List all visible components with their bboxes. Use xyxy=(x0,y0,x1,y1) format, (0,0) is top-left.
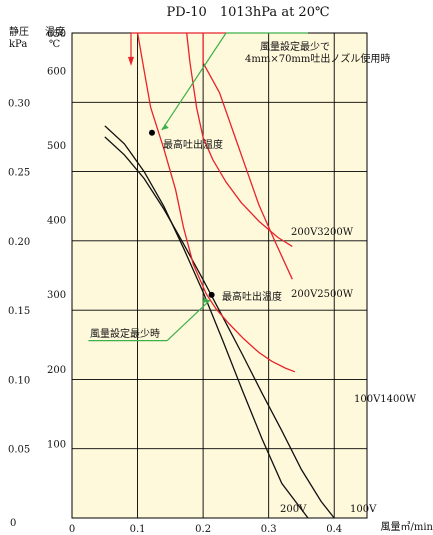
temperature-tick-label: 600 xyxy=(47,66,66,77)
label-group: 風量設定最少で4mm×70mm吐出ノズル使用時最高吐出温度最高吐出温度風量設定最… xyxy=(90,40,417,515)
wind-min-note-line2: 4mm×70mm吐出ノズル使用時 xyxy=(245,52,390,65)
label-200v: 200V xyxy=(280,504,307,515)
max-temp-dot-2 xyxy=(208,291,215,298)
y-left-label-2: kPa xyxy=(9,39,27,50)
overlay-group xyxy=(88,32,308,342)
x-tick-label: 0.2 xyxy=(195,524,211,535)
note-arrowhead-top xyxy=(161,124,169,130)
series-200v2500w xyxy=(186,32,293,247)
label-200v3200w: 200V3200W xyxy=(291,227,354,238)
wind-min-label: 風量設定最少時 xyxy=(90,327,160,340)
tick-group: 0 0.1 0.2 0.3 0.4 0 0.05 0.10 0.15 0.20 0.25 0.30 10… xyxy=(8,29,342,535)
pressure-tick-label: 0.05 xyxy=(8,445,30,456)
temperature-tick-label: 650 xyxy=(47,29,66,40)
max-temp-dot-1 xyxy=(148,129,155,136)
x-tick-label: 0.1 xyxy=(130,524,146,535)
wind-min-note-line1: 風量設定最少で xyxy=(260,40,330,53)
series-200v xyxy=(104,125,309,519)
label-100v1400w: 100V1400W xyxy=(354,394,417,405)
x-axis-label: 風量㎥/min xyxy=(381,520,433,533)
label-200v2500w: 200V2500W xyxy=(291,289,354,300)
plot-area xyxy=(71,32,368,519)
y-right-label-2: ℃ xyxy=(49,39,60,50)
x-tick-label: 0.3 xyxy=(261,524,277,535)
temperature-tick-label: 100 xyxy=(47,439,66,450)
max-temp-label-lower: 最高吐出温度 xyxy=(222,290,282,303)
label-100v: 100V xyxy=(350,504,377,515)
series-100v1400w xyxy=(136,32,296,373)
note-leader-top xyxy=(161,32,227,131)
y-right-label-1: 温度 xyxy=(45,25,65,38)
note-arrowhead-bottom xyxy=(202,297,210,304)
pressure-tick-label: 0.10 xyxy=(8,375,30,386)
temperature-tick-label: 300 xyxy=(47,290,66,301)
series-group xyxy=(104,32,335,519)
y-left-label-1: 静圧 xyxy=(9,25,29,38)
chart-title: PD-10 1013hPa at 20℃ xyxy=(166,5,329,20)
pressure-tick-label: 0.15 xyxy=(8,306,30,317)
pressure-tick-label: 0.20 xyxy=(8,237,30,248)
temperature-tick-label: 200 xyxy=(47,365,66,376)
series-200v3200w xyxy=(202,33,293,280)
x-tick-label: 0 xyxy=(69,524,75,535)
temperature-tick-label: 400 xyxy=(47,216,66,227)
x-zero-label: 0 xyxy=(10,518,16,529)
note-leader-bottom xyxy=(166,300,211,342)
temp-cap-arrowhead xyxy=(128,56,134,66)
x-tick-label: 0.4 xyxy=(326,524,342,535)
max-temp-label-upper: 最高吐出温度 xyxy=(163,138,223,151)
pressure-tick-label: 0.25 xyxy=(8,168,30,179)
temperature-tick-label: 500 xyxy=(47,141,66,152)
pressure-tick-label: 0.30 xyxy=(8,98,30,109)
